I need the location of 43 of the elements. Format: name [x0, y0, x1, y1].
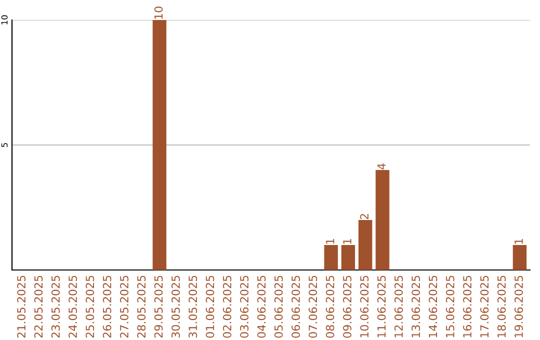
bar [512, 245, 527, 270]
x-tick-label: 25.05.2025 [86, 276, 94, 338]
data-label: 2 [360, 214, 368, 220]
x-tick-label: 16.06.2025 [463, 276, 472, 338]
x-tick-label: 05.06.2025 [274, 276, 283, 338]
x-tick-label: 08.06.2025 [326, 276, 334, 338]
x-tick-label: 18.06.2025 [497, 276, 506, 338]
bar [358, 220, 372, 270]
x-tick-label: 04.06.2025 [257, 276, 266, 338]
x-tick-label: 13.06.2025 [412, 276, 420, 338]
x-tick-label: 12.06.2025 [394, 276, 403, 338]
y-tick-label: 5 [1, 143, 8, 148]
data-label: 4 [377, 164, 386, 170]
x-tick-label: 01.06.2025 [206, 276, 214, 338]
data-label: 1 [326, 238, 334, 244]
x-tick-label: 23.05.2025 [51, 276, 60, 338]
x-tick-label: 21.05.2025 [17, 276, 26, 338]
x-tick-label: 28.05.2025 [137, 276, 146, 338]
x-tick-label: 14.06.2025 [428, 276, 438, 338]
x-tick-label: 02.06.2025 [222, 276, 232, 338]
x-tick-label: 15.06.2025 [446, 276, 454, 338]
bar [324, 245, 338, 270]
x-tick-label: 29.05.2025 [154, 276, 163, 338]
x-tick-label: 07.06.2025 [308, 276, 318, 338]
x-tick-label: 03.06.2025 [240, 276, 248, 338]
x-tick-label: 17.06.2025 [480, 276, 489, 338]
x-tick-label: 06.06.2025 [292, 276, 300, 338]
x-tick-label: 27.05.2025 [120, 276, 128, 338]
data-label: 1 [514, 238, 523, 244]
x-tick-label: 31.05.2025 [188, 276, 198, 338]
x-tick-label: 26.05.2025 [102, 276, 112, 338]
x-tick-label: 09.06.2025 [343, 276, 352, 338]
bar [152, 20, 166, 270]
bar [376, 170, 390, 270]
x-tick-label: 19.06.2025 [514, 276, 523, 338]
x-tick-label: 11.06.2025 [377, 276, 386, 338]
data-label: 10 [154, 6, 163, 19]
data-label: 1 [343, 238, 352, 244]
x-tick-label: 24.05.2025 [68, 276, 77, 338]
x-tick-label: 22.05.2025 [34, 276, 43, 338]
bar [341, 245, 356, 270]
x-tick-label: 10.06.2025 [360, 276, 369, 338]
x-tick-label: 30.05.2025 [171, 276, 180, 338]
